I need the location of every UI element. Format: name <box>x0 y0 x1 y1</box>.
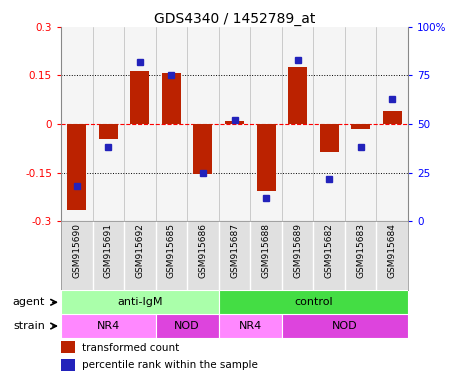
Text: GSM915692: GSM915692 <box>136 223 144 278</box>
Text: agent: agent <box>13 297 45 307</box>
Text: GSM915685: GSM915685 <box>167 223 176 278</box>
Title: GDS4340 / 1452789_at: GDS4340 / 1452789_at <box>154 12 315 26</box>
Text: GSM915684: GSM915684 <box>388 223 397 278</box>
Text: control: control <box>294 297 333 307</box>
Text: GSM915683: GSM915683 <box>356 223 365 278</box>
Text: NR4: NR4 <box>239 321 262 331</box>
Bar <box>99 124 118 139</box>
Text: NOD: NOD <box>174 321 200 331</box>
Bar <box>194 124 212 174</box>
Text: GSM915688: GSM915688 <box>262 223 271 278</box>
Text: GSM915687: GSM915687 <box>230 223 239 278</box>
Text: NR4: NR4 <box>97 321 120 331</box>
Text: GSM915686: GSM915686 <box>198 223 207 278</box>
Bar <box>162 73 181 124</box>
Bar <box>282 314 408 338</box>
Bar <box>61 314 156 338</box>
Bar <box>67 124 86 210</box>
Text: GSM915691: GSM915691 <box>104 223 113 278</box>
Text: NOD: NOD <box>332 321 358 331</box>
Text: percentile rank within the sample: percentile rank within the sample <box>82 360 257 370</box>
Text: anti-IgM: anti-IgM <box>117 297 163 307</box>
Bar <box>351 124 370 129</box>
Bar <box>225 121 244 124</box>
Bar <box>219 314 282 338</box>
Text: GSM915689: GSM915689 <box>293 223 302 278</box>
Bar <box>257 124 275 190</box>
Bar <box>320 124 339 152</box>
Bar <box>219 290 408 314</box>
Bar <box>61 359 75 371</box>
Text: strain: strain <box>13 321 45 331</box>
Bar <box>156 314 219 338</box>
Text: transformed count: transformed count <box>82 343 179 353</box>
Text: GSM915690: GSM915690 <box>72 223 81 278</box>
Bar <box>130 71 149 124</box>
Bar <box>288 67 307 124</box>
Bar <box>383 111 402 124</box>
Bar <box>61 341 75 353</box>
Bar <box>61 290 219 314</box>
Text: GSM915682: GSM915682 <box>325 223 333 278</box>
